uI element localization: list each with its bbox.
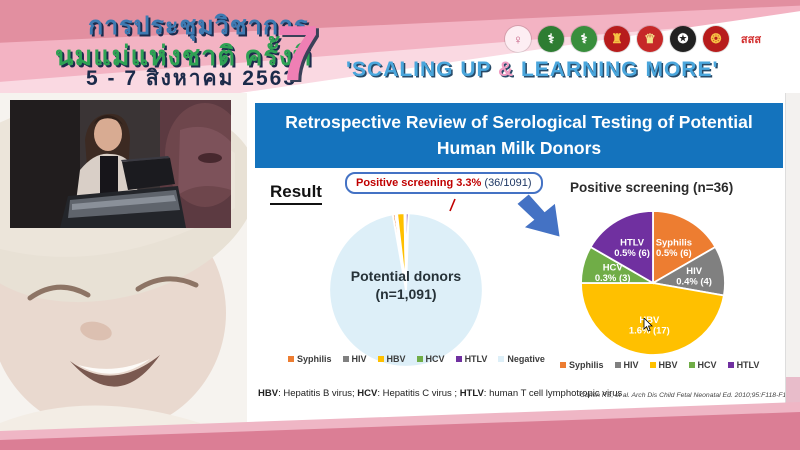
organizer-logo-2-icon: ⚕ xyxy=(538,26,564,52)
legend-item-htlv: HTLV xyxy=(727,360,760,370)
positive-screening-callout: Positive screening 3.3% (36/1091) xyxy=(345,172,543,194)
pie-label-hcv: 0.3% (3) xyxy=(595,273,631,284)
organizer-logo-5-icon: ♛ xyxy=(637,26,663,52)
organizer-logos: ♀ ⚕ ⚕ ♜ ♛ ✪ ❂ สสส xyxy=(505,26,766,52)
slide-title: Retrospective Review of Serological Test… xyxy=(255,103,783,168)
right-strip-pink xyxy=(786,377,800,450)
callout-detail: (36/1091) xyxy=(481,177,532,189)
presentation-slide: Retrospective Review of Serological Test… xyxy=(248,100,796,420)
legend-label-syphilis: Syphilis xyxy=(569,360,604,370)
abbreviation-footnote: HBV: Hepatitis B virus; HCV: Hepatitis C… xyxy=(258,388,622,399)
legend-swatch-htlv xyxy=(727,362,734,368)
potential-donors-label: Potential donors (n=1,091) xyxy=(336,268,476,303)
pie-label-htlv: HTLV xyxy=(620,237,645,248)
conference-dates: 5 - 7 สิงหาคม 2563 xyxy=(86,67,298,90)
organizer-logo-4-icon: ♜ xyxy=(604,26,630,52)
conference-slogan: 'SCALING UP & LEARNING MORE' xyxy=(346,58,718,82)
donors-label-line2: (n=1,091) xyxy=(375,285,437,302)
legend-item-negative: Negative xyxy=(498,354,545,364)
legend-label-htlv: HTLV xyxy=(736,360,760,370)
legend-swatch-hcv xyxy=(416,356,423,362)
pie-label-hiv: HIV xyxy=(686,266,702,277)
footnote-htlv-label: HTLV xyxy=(459,388,484,399)
potential-donors-chart: Potential donors (n=1,091) xyxy=(326,210,486,370)
legend-label-hcv: HCV xyxy=(425,354,445,364)
legend-swatch-hbv xyxy=(649,362,656,368)
legend-item-hcv: HCV xyxy=(688,360,717,370)
slogan-ampersand: & xyxy=(497,58,515,81)
donors-label-line1: Potential donors xyxy=(350,268,462,284)
footnote-hbv-text: : Hepatitis B virus; xyxy=(278,388,358,399)
presenter-webcam xyxy=(10,100,231,228)
legend-swatch-syphilis xyxy=(560,362,566,368)
legend-label-syphilis: Syphilis xyxy=(297,354,332,364)
pie-label-hiv: 0.4% (4) xyxy=(676,277,712,288)
legend-swatch-hiv xyxy=(342,356,349,362)
callout-pointer-line xyxy=(449,198,456,212)
legend-label-hiv: HIV xyxy=(623,360,639,370)
presenter-scene xyxy=(10,100,231,228)
positive-screening-chart: Syphilis 0.5% (6) HIV 0.4% (4) HBV 1.6% (17) H… xyxy=(578,208,728,358)
right-edge-strip xyxy=(785,93,800,450)
legend-label-hiv: HIV xyxy=(351,354,367,364)
legend-item-hiv: HIV xyxy=(614,360,639,370)
pie-label-syphilis: 0.5% (6) xyxy=(656,248,692,259)
positive-screening-title: Positive screening (n=36) xyxy=(570,180,734,195)
legend-swatch-htlv xyxy=(455,356,462,362)
result-heading: Result xyxy=(270,182,322,205)
reference-citation: Cohen RS, et al. Arch Dis Child Fetal Ne… xyxy=(580,392,796,399)
legend-potential-donors: Syphilis HIV HBV HCV HTLV Negative xyxy=(288,354,545,364)
legend-swatch-hbv xyxy=(377,356,384,362)
pie-label-hcv: HCV xyxy=(603,263,624,274)
conference-banner: การประชุมวิชาการ นมแม่แห่งชาติ ครั้งที่ … xyxy=(0,0,800,93)
legend-swatch-hcv xyxy=(688,362,695,368)
organizer-logo-1-icon: ♀ xyxy=(505,26,531,52)
legend-item-hcv: HCV xyxy=(416,354,445,364)
legend-item-hiv: HIV xyxy=(342,354,367,364)
organizer-logo-7-icon: ❂ xyxy=(703,26,729,52)
pie-label-hbv: HBV xyxy=(639,315,660,326)
legend-item-hbv: HBV xyxy=(377,354,406,364)
pie-slice-syphilis xyxy=(652,210,717,285)
pie-label-syphilis: Syphilis xyxy=(656,237,692,248)
pie-slice-hbv xyxy=(580,282,725,356)
pie-slice-negative xyxy=(328,212,484,368)
conference-title-line2: นมแม่แห่งชาติ ครั้งที่ xyxy=(55,41,312,71)
transition-arrow-icon xyxy=(517,194,560,237)
pie-slice-htlv xyxy=(589,210,654,285)
slogan-text-1: 'SCALING UP xyxy=(346,58,498,81)
potential-donors-pie-svg xyxy=(328,212,484,368)
legend-swatch-negative xyxy=(498,356,505,362)
legend-positive-screening: Syphilis HIV HBV HCV HTLV xyxy=(560,360,759,370)
legend-item-syphilis: Syphilis xyxy=(288,354,332,364)
legend-swatch-hiv xyxy=(614,362,621,368)
legend-label-htlv: HTLV xyxy=(464,354,488,364)
legend-item-hbv: HBV xyxy=(649,360,678,370)
footnote-hcv-label: HCV xyxy=(357,388,378,399)
organizer-logo-6-icon: ✪ xyxy=(670,26,696,52)
legend-label-hbv: HBV xyxy=(658,360,678,370)
organizer-logo-8-icon: สสส xyxy=(736,26,766,52)
slogan-text-2: LEARNING MORE' xyxy=(514,58,719,81)
callout-highlight: Positive screening 3.3% xyxy=(356,177,482,189)
footnote-hbv-label: HBV xyxy=(258,388,279,399)
footnote-hcv-text: : Hepatitis C virus ; xyxy=(377,388,460,399)
pie-label-htlv: 0.5% (6) xyxy=(614,248,650,259)
legend-label-hbv: HBV xyxy=(386,354,406,364)
legend-label-hcv: HCV xyxy=(697,360,717,370)
mouse-cursor xyxy=(643,318,653,332)
conference-title-line1: การประชุมวิชาการ xyxy=(88,12,309,40)
legend-item-htlv: HTLV xyxy=(455,354,488,364)
legend-item-syphilis: Syphilis xyxy=(560,360,604,370)
edition-number: 7 xyxy=(276,9,320,97)
footnote-htlv-text: : human T cell lymphotropic virus xyxy=(483,388,623,399)
organizer-logo-3-icon: ⚕ xyxy=(571,26,597,52)
legend-swatch-syphilis xyxy=(288,356,294,362)
pie-label-hbv: 1.6% (17) xyxy=(629,326,670,337)
legend-label-negative: Negative xyxy=(507,354,545,364)
